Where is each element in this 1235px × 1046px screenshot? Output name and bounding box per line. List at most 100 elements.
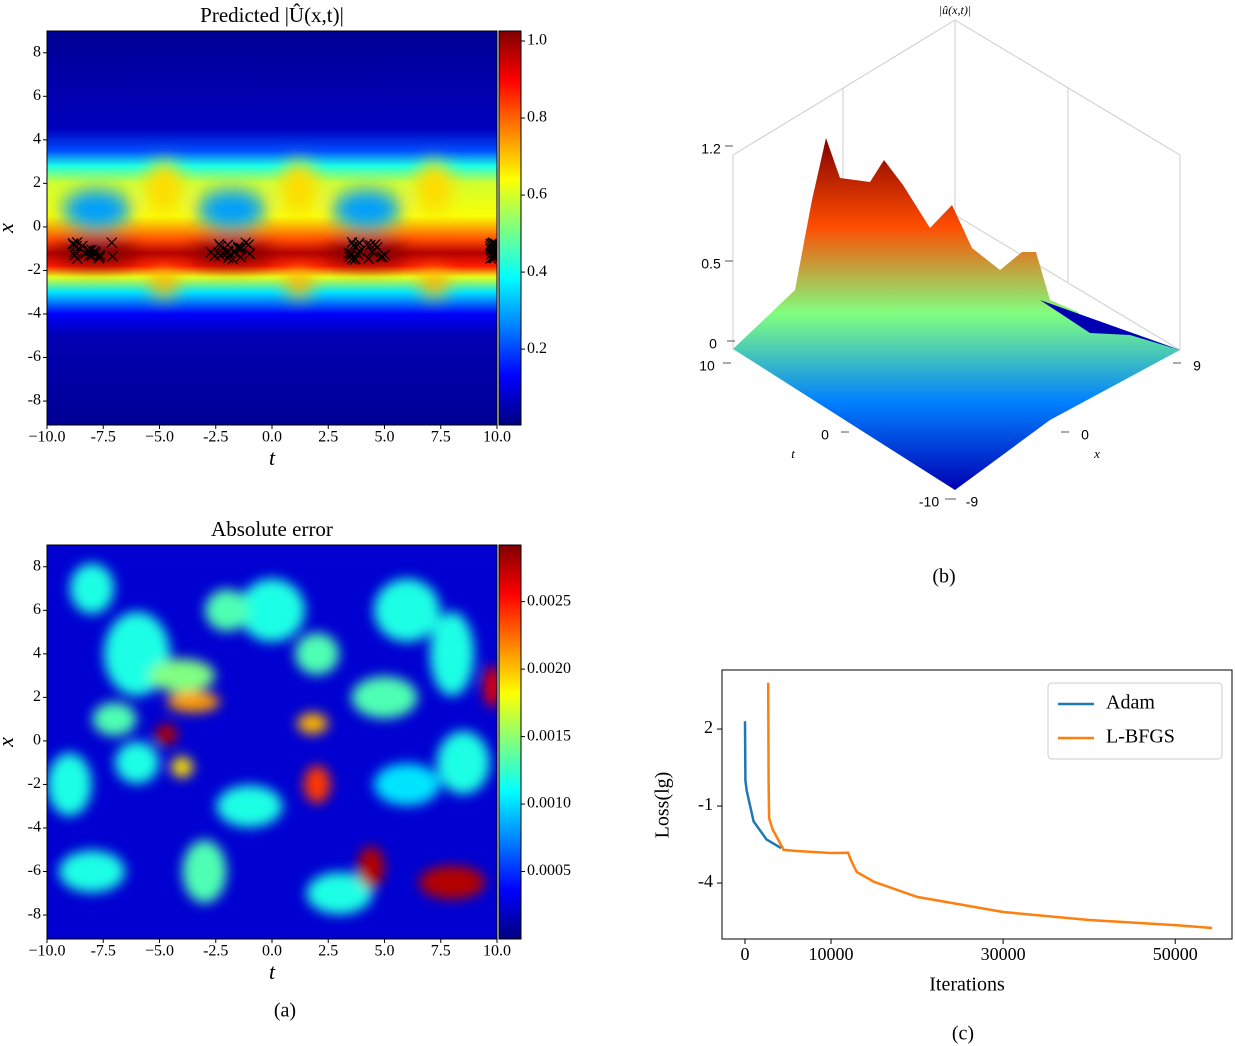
field-shape (332, 189, 401, 230)
training-point (364, 239, 376, 251)
tick-label: 0 (709, 336, 717, 352)
colorbar (498, 544, 522, 940)
x-tick-label: 30000 (981, 944, 1026, 964)
y-tick-label: -8 (28, 906, 41, 923)
y-tick-label: -4 (28, 819, 41, 836)
training-point (232, 241, 244, 253)
training-point (371, 241, 383, 253)
colorbar-tick-label: 0.0005 (527, 862, 571, 879)
field-shape (285, 269, 313, 298)
training-point (235, 242, 247, 254)
training-point (375, 251, 386, 263)
y-axis-label: x (0, 737, 18, 748)
training-point (106, 237, 118, 249)
x-tick-label: 2.5 (318, 429, 338, 446)
x-tick-label: 0 (740, 944, 749, 964)
training-point (366, 245, 378, 257)
x-tick-label: 0.0 (262, 429, 282, 446)
y-tick-label: -6 (28, 862, 41, 879)
field-shape (115, 741, 159, 784)
field-shape (216, 785, 283, 828)
tick-label: 0.5 (701, 256, 721, 272)
x-axis-label: t (269, 445, 276, 470)
chart-title: Predicted |Û(x,t)| (200, 3, 344, 27)
training-point (79, 248, 91, 259)
training-point (217, 247, 229, 259)
legend-label: Adam (1106, 692, 1155, 714)
field-shape (295, 632, 339, 675)
y-tick-label: 0 (33, 732, 41, 749)
y-tick-label: -1 (698, 794, 713, 814)
x-tick-label: 2.5 (318, 943, 338, 960)
field-shape (70, 563, 114, 614)
training-point (490, 242, 497, 254)
field-shape (351, 676, 418, 719)
y-tick-label: 0 (33, 218, 41, 235)
field-shape (281, 161, 317, 214)
field-shape (297, 712, 328, 734)
field-shape (483, 665, 497, 708)
colorbar-tick-label: 0.6 (527, 186, 547, 203)
colorbar (498, 30, 522, 426)
y-tick-label: 2 (33, 688, 41, 705)
field-shape (430, 611, 474, 696)
field-shape (59, 850, 125, 893)
colorbar-tick-label: 0.2 (527, 340, 547, 357)
colorbar-tick-label: 0.8 (527, 109, 547, 126)
x-tick-label: 10.0 (483, 943, 511, 960)
training-point (107, 250, 118, 262)
y-tick-label: -8 (28, 392, 41, 409)
colorbar-tick-label: 0.0020 (527, 660, 571, 677)
x-tick-label: -2.5 (203, 943, 228, 960)
field-shape (416, 161, 452, 214)
y-axis-label: x (0, 223, 18, 234)
field-shape (182, 840, 227, 904)
training-point (490, 238, 497, 250)
y-tick-label: 8 (33, 43, 41, 60)
axis-pane-line (732, 19, 956, 156)
field-shape (47, 752, 92, 816)
caption: (b) (932, 566, 955, 588)
training-point (215, 240, 226, 252)
field-shape (197, 189, 266, 230)
training-point (349, 254, 361, 265)
x-axis-label: t (791, 446, 795, 461)
training-point (490, 246, 497, 258)
plot-frame (721, 669, 1233, 940)
training-point (212, 247, 224, 259)
legend-box (1047, 682, 1223, 760)
y-tick-label: -6 (28, 348, 41, 365)
x-tick-label: 50000 (1153, 944, 1198, 964)
training-point (243, 239, 255, 251)
training-point (227, 253, 239, 265)
colorbar-tick-label: 0.0025 (527, 592, 571, 609)
tick-label: -9 (966, 494, 979, 510)
heatmap-field (47, 31, 497, 425)
field-shape (303, 765, 331, 804)
colorbar-tick-label: 0.4 (527, 263, 547, 280)
y-axis-label: Loss(lg) (652, 772, 674, 839)
field-shape (436, 731, 490, 795)
training-point (345, 247, 357, 259)
x-tick-label: −5.0 (145, 943, 174, 960)
caption: (a) (274, 1000, 296, 1022)
chart-title: |û(x,t)| (939, 3, 971, 17)
training-point (67, 238, 79, 249)
field-shape (420, 269, 448, 298)
tick-label: 0 (821, 427, 829, 443)
chart-title: Absolute error (211, 517, 333, 541)
field-shape (357, 846, 385, 889)
tick-label: -10 (919, 494, 939, 510)
tick-label: 10 (699, 358, 715, 374)
x-tick-label: -2.5 (203, 429, 228, 446)
y-tick-label: 8 (33, 557, 41, 574)
y-tick-label: 2 (704, 717, 713, 737)
y-tick-label: 4 (33, 131, 41, 148)
y-tick-label: -2 (28, 775, 41, 792)
heatmap-field (47, 545, 497, 939)
colorbar-tick-label: 0.0015 (527, 727, 571, 744)
tick-label: 0 (1081, 427, 1089, 443)
field-shape (419, 865, 485, 900)
training-point (363, 253, 374, 265)
